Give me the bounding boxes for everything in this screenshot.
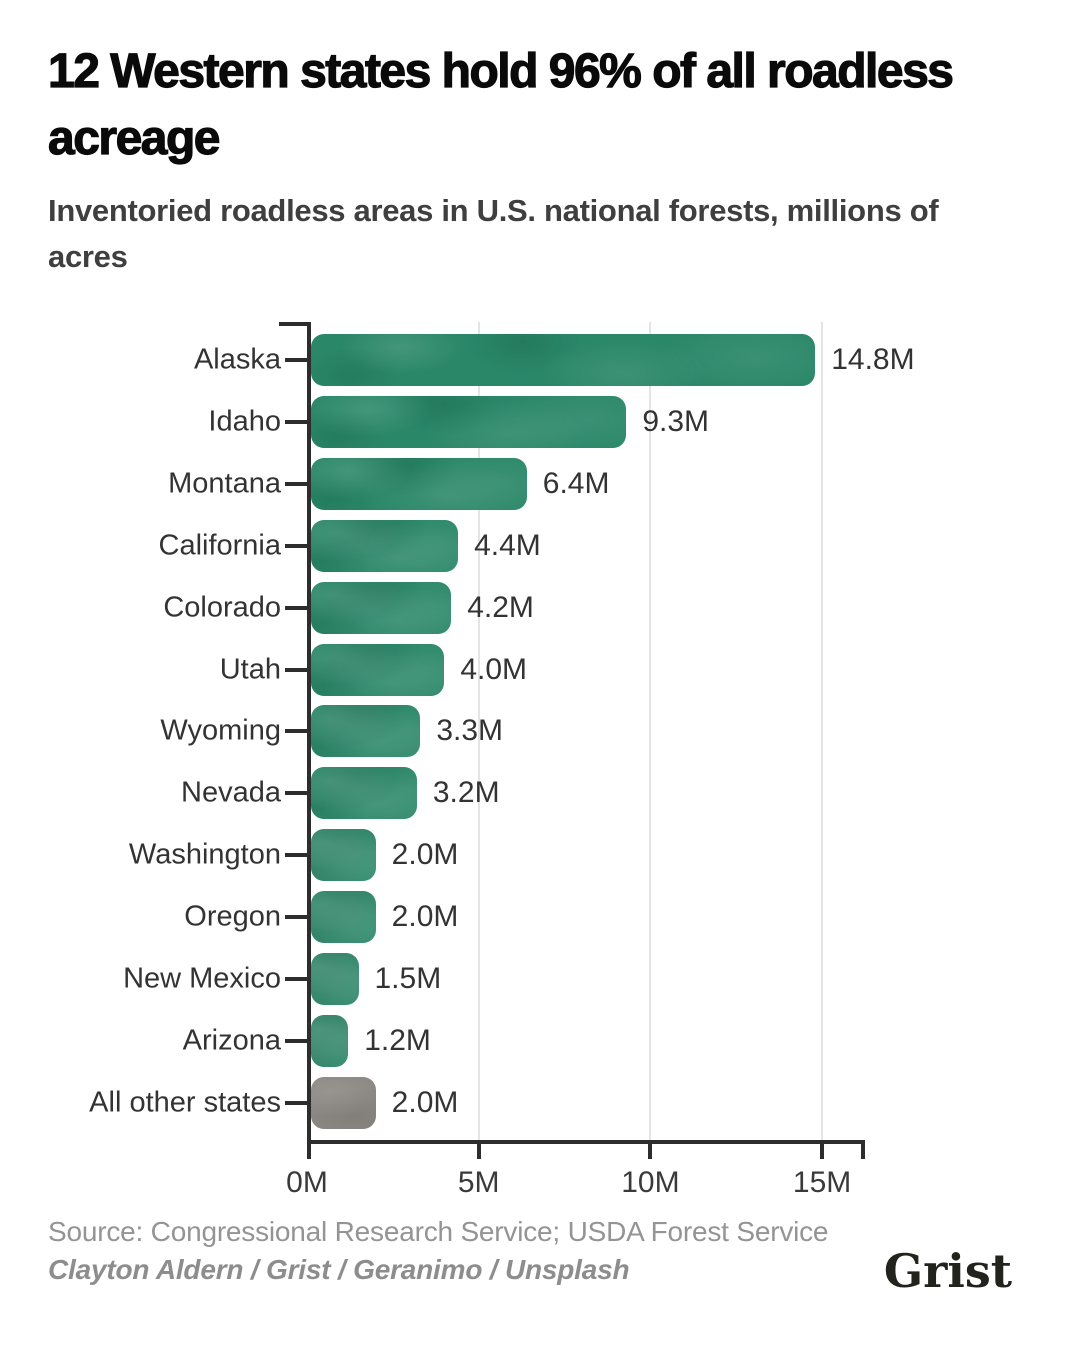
x-tick-10M [648,1144,653,1159]
category-label: Idaho [208,405,281,438]
value-label: 2.0M [391,838,459,872]
y-tick [285,1100,307,1105]
value-label: 14.8M [831,343,915,376]
category-label: All other states [89,1086,281,1119]
x-axis-end-tick [861,1144,865,1159]
grist-logo: Grist [883,1244,1012,1298]
bar [311,1076,376,1129]
bar [311,581,452,634]
category-label: Washington [128,838,281,871]
y-tick [285,791,307,796]
category-label: Montana [168,467,281,500]
value-label: 3.2M [432,776,500,810]
x-tick-15M [820,1144,825,1159]
y-tick [285,419,307,424]
category-label: Nevada [181,776,281,809]
category-label: Alaska [193,343,281,376]
gridline-5m [477,322,480,1140]
bar [311,643,445,696]
y-axis-end-tick [279,322,307,326]
bar [311,1014,349,1067]
category-label: California [158,529,282,562]
source-line: Source: Congressional Research Service; … [48,1216,829,1247]
category-label: Arizona [182,1024,281,1057]
bar [311,891,376,944]
y-tick [285,543,307,548]
bar [311,457,527,510]
chart-subtitle: Inventoried roadless areas in U.S. natio… [48,193,939,274]
gridline-15m [821,322,824,1140]
bar [311,519,459,572]
bar [311,767,417,820]
value-label: 9.3M [642,404,710,438]
category-label: Wyoming [160,714,281,747]
x-axis-line [307,1140,865,1144]
bar [311,395,627,448]
credit-line: Clayton Aldern / Grist / Geranimo / Unsp… [48,1254,630,1285]
value-label: 2.0M [391,900,459,934]
y-axis-line [307,322,311,1140]
category-label: Oregon [184,900,281,933]
category-label: Utah [219,653,281,685]
value-label: 1.2M [364,1023,431,1057]
x-tick-0M [307,1144,311,1159]
gridline-10m [649,322,652,1140]
value-label: 4.2M [467,590,534,624]
y-tick [285,915,307,920]
y-tick [285,481,307,486]
value-label: 6.4M [542,466,610,500]
value-label: 1.5M [374,962,442,995]
bar [311,705,421,758]
y-tick [285,605,307,610]
y-tick [285,1038,307,1043]
bar [311,334,816,386]
plot-area: 0M 5M 10M 15M Alaska 14.8M Idaho 9.3M Montana 6.4… [89,322,915,1199]
x-tick-label-0M: 0M [286,1166,328,1199]
category-label: New Mexico [123,962,281,995]
x-tick-5M [476,1144,481,1159]
bar [311,953,359,1005]
bar [311,829,376,882]
x-tick-label-15M: 15M [792,1166,852,1199]
value-label: 3.3M [436,714,504,748]
x-tick-label-5M: 5M [457,1166,500,1199]
category-label: Colorado [163,591,281,624]
page-title: 12 Western states hold 96% of all roadle… [47,44,954,165]
value-label: 4.4M [474,528,541,562]
y-tick [285,358,307,362]
y-tick [285,729,307,734]
value-label: 4.0M [460,652,528,686]
x-tick-label-10M: 10M [621,1166,680,1199]
y-tick [285,977,307,981]
y-tick [285,667,307,672]
y-tick [285,853,307,858]
value-label: 2.0M [391,1085,459,1119]
